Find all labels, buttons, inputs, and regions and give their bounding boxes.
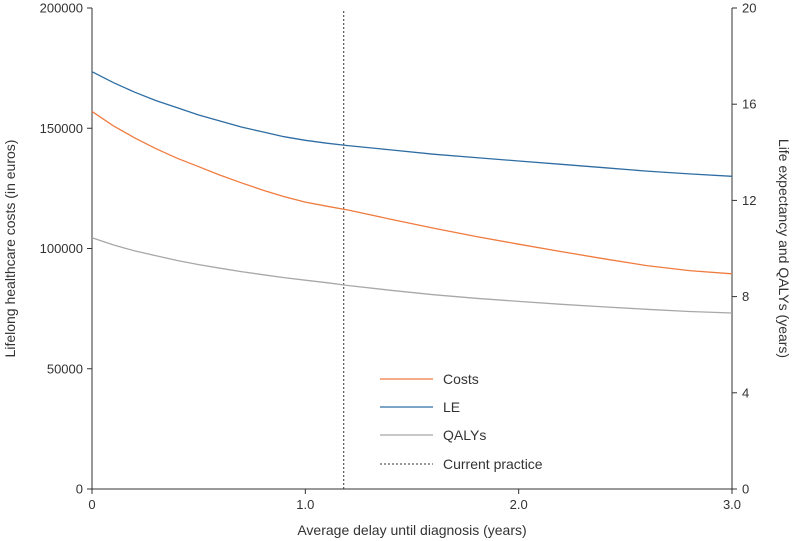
right-y-tick-label: 8 [742, 289, 749, 304]
x-tick-label: 0 [88, 497, 95, 512]
right-y-tick-label: 16 [742, 97, 756, 112]
x-tick-label: 3.0 [723, 497, 741, 512]
legend-label-qalys: QALYs [443, 427, 486, 443]
legend-label-costs: Costs [443, 371, 479, 387]
left-y-tick-label: 100000 [40, 241, 83, 256]
x-tick-label: 2.0 [510, 497, 528, 512]
right-y-tick-label: 12 [742, 193, 756, 208]
left-y-axis-title: Lifelong healthcare costs (in euros) [2, 140, 18, 358]
series-line-costs [91, 110, 733, 275]
x-tick-label: 1.0 [296, 497, 314, 512]
series-line-qalys [91, 237, 733, 314]
left-y-tick-label: 200000 [40, 1, 83, 16]
legend-label-current-practice: Current practice [443, 456, 543, 472]
x-axis-title: Average delay until diagnosis (years) [297, 522, 526, 538]
right-y-tick-label: 20 [742, 1, 756, 16]
right-y-tick-label: 0 [742, 482, 749, 497]
right-y-axis-title: Life expectancy and QALYs (years) [776, 139, 792, 358]
legend: Costs LE QALYs Current practice [380, 371, 543, 472]
right-y-tick-label: 4 [742, 385, 749, 400]
left-y-tick-label: 150000 [40, 121, 83, 136]
axes: 0 1.0 2.0 3.0050000100000150000200000048121… [40, 1, 757, 513]
left-y-tick-label: 50000 [47, 361, 83, 376]
left-y-tick-label: 0 [76, 482, 83, 497]
chart-marks [91, 11, 733, 489]
legend-label-le: LE [443, 399, 460, 415]
series-line-le [91, 71, 733, 177]
